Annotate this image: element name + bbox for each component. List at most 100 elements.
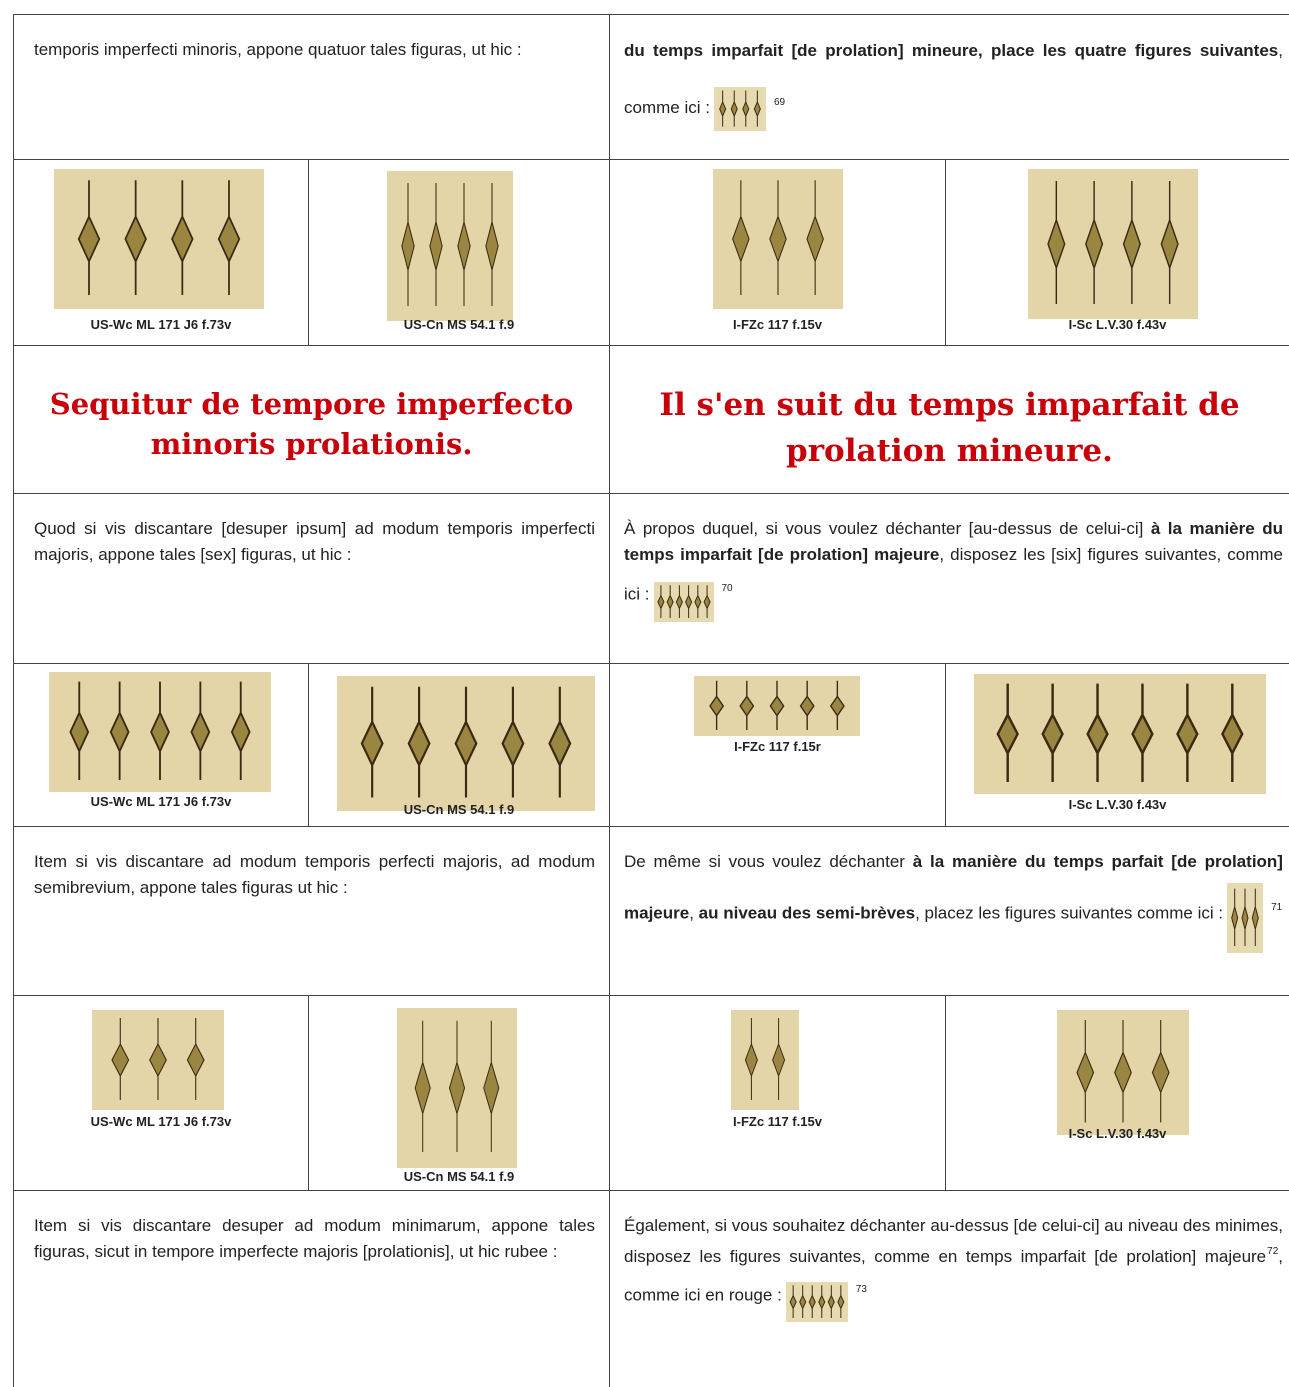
note-shape bbox=[1085, 181, 1104, 304]
note-shape bbox=[501, 686, 525, 798]
heading: Il s'en suit du temps imparfait de prola… bbox=[659, 387, 1240, 469]
note-shape bbox=[656, 585, 664, 618]
notation-drawing bbox=[744, 1018, 786, 1100]
footnote: 72 bbox=[1267, 1246, 1279, 1257]
note-shape bbox=[149, 1018, 167, 1100]
french-cell: À propos duquel, si vous voulez déchante… bbox=[609, 493, 1289, 663]
footnote: 71 bbox=[1271, 902, 1283, 914]
notation-drawing bbox=[414, 1020, 500, 1152]
notation-drawing bbox=[69, 681, 251, 780]
note-shape bbox=[414, 1020, 431, 1152]
french-cell: du temps imparfait [de prolation] mineur… bbox=[609, 14, 1289, 159]
note-shape bbox=[1231, 888, 1239, 946]
note-shape bbox=[77, 180, 101, 295]
manuscript-image bbox=[397, 1008, 517, 1168]
note-shape bbox=[548, 686, 572, 798]
caption: I-FZc 117 f.15v bbox=[733, 317, 822, 332]
manuscript-image bbox=[1057, 1010, 1189, 1135]
french-text: du temps imparfait [de prolation] mineur… bbox=[624, 41, 1279, 60]
note-shape bbox=[1176, 683, 1199, 782]
heading-cell: Il s'en suit du temps imparfait de prola… bbox=[609, 345, 1289, 493]
manuscript-image bbox=[54, 169, 264, 309]
note-shape bbox=[401, 183, 415, 306]
french-cell: Également, si vous souhaitez déchanter a… bbox=[609, 1190, 1289, 1387]
caption: US-Cn MS 54.1 f.9 bbox=[403, 802, 515, 817]
note-shape bbox=[1047, 181, 1066, 304]
french-text: à la manière du temps imparfait [de prol… bbox=[624, 519, 1283, 564]
latin-cell: Quod si vis discantare [desuper ipsum] a… bbox=[13, 493, 609, 663]
note-shape bbox=[709, 680, 725, 730]
french-text: , disposez les [six] figures suivantes, … bbox=[624, 545, 1283, 604]
caption: US-Cn MS 54.1 f.9 bbox=[403, 1169, 515, 1184]
note-shape bbox=[124, 180, 147, 295]
note-shape bbox=[837, 1285, 845, 1318]
image-cell: US-Cn MS 54.1 f.9 bbox=[308, 663, 609, 826]
french-cell: De même si vous voulez déchanter à la ma… bbox=[609, 826, 1289, 995]
note-shape bbox=[109, 681, 130, 780]
french-text: Également, si vous souhaitez déchanter a… bbox=[624, 1216, 1283, 1266]
french-text: , placez les figures suivantes comme ici… bbox=[915, 903, 1224, 923]
footnote: 70 bbox=[721, 583, 733, 595]
note-shape bbox=[684, 585, 692, 618]
note-shape bbox=[448, 1020, 466, 1152]
notation-drawing bbox=[1047, 181, 1179, 304]
note-shape bbox=[806, 180, 824, 295]
image-cell: US-Cn MS 54.1 f.9 bbox=[308, 995, 609, 1190]
note-shape bbox=[827, 1285, 835, 1318]
french-text: À propos duquel, si vous voulez déchante… bbox=[624, 519, 1144, 538]
notation-drawing bbox=[719, 90, 761, 127]
image-cell: US-Wc ML 171 J6 f.73v bbox=[13, 159, 308, 345]
notation-drawing bbox=[1076, 1020, 1170, 1123]
note-shape bbox=[407, 686, 431, 798]
note-shape bbox=[666, 585, 674, 618]
manuscript-image bbox=[387, 171, 513, 321]
notation-drawing bbox=[996, 683, 1244, 782]
notation-image bbox=[1227, 883, 1264, 953]
notation-drawing bbox=[732, 180, 824, 295]
note-shape bbox=[190, 681, 211, 780]
french-text: , comme ici en rouge : bbox=[624, 1247, 1283, 1305]
note-shape bbox=[742, 90, 750, 127]
caption: US-Wc ML 171 J6 f.73v bbox=[90, 794, 232, 809]
note-shape bbox=[693, 585, 701, 618]
note-shape bbox=[1086, 683, 1109, 782]
image-cell: I-FZc 117 f.15v bbox=[609, 995, 945, 1190]
image-cell: I-Sc L.V.30 f.43v bbox=[945, 995, 1289, 1190]
latin-cell: Item si vis discantare ad modum temporis… bbox=[13, 826, 609, 995]
image-cell: I-FZc 117 f.15r bbox=[609, 663, 945, 826]
latin-text: Item si vis discantare desuper ad modum … bbox=[34, 1216, 595, 1261]
note-shape bbox=[1122, 181, 1141, 304]
note-shape bbox=[1131, 683, 1154, 782]
image-cell: US-Wc ML 171 J6 f.73v bbox=[13, 663, 308, 826]
note-shape bbox=[730, 90, 738, 127]
note-shape bbox=[744, 1018, 758, 1100]
caption: US-Wc ML 171 J6 f.73v bbox=[90, 1114, 232, 1129]
note-shape bbox=[1251, 888, 1259, 946]
manuscript-image bbox=[92, 1010, 224, 1110]
note-shape bbox=[1076, 1020, 1095, 1123]
note-shape bbox=[818, 1285, 826, 1318]
note-shape bbox=[483, 1020, 500, 1152]
notation-drawing bbox=[111, 1018, 205, 1100]
note-shape bbox=[454, 686, 478, 798]
french-text: à la manière du temps parfait [de prolat… bbox=[624, 852, 1283, 923]
note-shape bbox=[1160, 181, 1179, 304]
manuscript-image bbox=[974, 674, 1266, 794]
french-text: , bbox=[689, 903, 694, 923]
note-shape bbox=[1041, 683, 1064, 782]
note-shape bbox=[675, 585, 683, 618]
notation-drawing bbox=[709, 680, 845, 730]
note-shape bbox=[1114, 1020, 1132, 1123]
heading: Sequitur de tempore imperfecto minoris p… bbox=[49, 387, 574, 461]
note-shape bbox=[799, 680, 815, 730]
footnote: 73 bbox=[855, 1284, 867, 1296]
latin-cell: temporis imperfecti minoris, appone quat… bbox=[13, 14, 609, 159]
note-shape bbox=[150, 681, 170, 780]
latin-text: temporis imperfecti minoris, appone quat… bbox=[34, 40, 522, 59]
note-shape bbox=[485, 183, 499, 306]
latin-cell: Item si vis discantare desuper ad modum … bbox=[13, 1190, 609, 1387]
note-shape bbox=[1151, 1020, 1170, 1123]
note-shape bbox=[829, 680, 845, 730]
